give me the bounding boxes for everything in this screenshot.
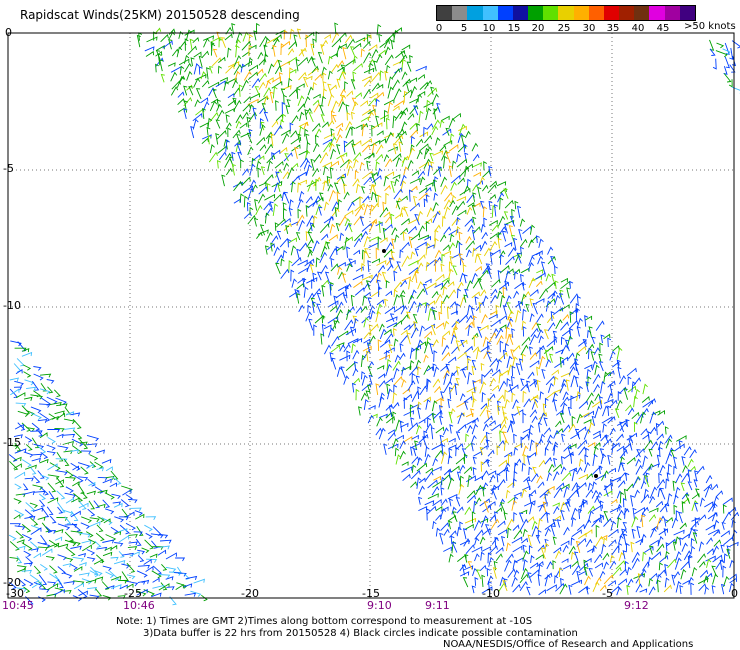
- legend-label: 40: [631, 23, 645, 34]
- legend-swatch: [603, 6, 620, 20]
- main-swath: [136, 22, 740, 596]
- lon-tick-label: -5: [602, 587, 613, 600]
- corner-lon-label: -30: [6, 587, 24, 600]
- legend-unit: >50 knots: [684, 21, 736, 32]
- speed-legend: 0 5 10 15 20 25 30 35 40 45: [436, 5, 696, 35]
- legend-swatch: [543, 6, 559, 20]
- legend-swatch: [619, 6, 635, 20]
- lat-tick-label: -15: [3, 436, 21, 449]
- legend-label: 15: [507, 23, 521, 34]
- graticule: [8, 33, 734, 598]
- legend-label: 10: [482, 23, 496, 34]
- lat-tick-label: -10: [3, 299, 21, 312]
- legend-label: 35: [606, 23, 620, 34]
- legend-swatch: [452, 6, 468, 20]
- legend-swatch: [649, 6, 665, 20]
- legend-label: 0: [435, 23, 443, 34]
- legend-swatch: [497, 6, 513, 20]
- west-swath: [8, 340, 208, 606]
- legend-swatch: [558, 6, 574, 20]
- lon-tick-label: -25: [124, 587, 142, 600]
- time-label: 9:11: [425, 599, 450, 612]
- credit-line: NOAA/NESDIS/Office of Research and Appli…: [443, 639, 694, 650]
- note-line-2: 3)Data buffer is 22 hrs from 20150528 4)…: [143, 628, 578, 639]
- legend-label: 45: [656, 23, 670, 34]
- corner-lat-label: -20: [3, 576, 21, 589]
- legend-label: 5: [460, 23, 468, 34]
- contamination-markers: [382, 249, 598, 478]
- legend-label: 25: [557, 23, 571, 34]
- legend-swatch: [512, 6, 529, 20]
- note-line-1: Note: 1) Times are GMT 2)Times along bot…: [116, 616, 533, 627]
- map-title: Rapidscat Winds(25KM) 20150528 descendin…: [20, 8, 300, 22]
- lon-tick-label: -20: [241, 587, 259, 600]
- legend-label: 20: [531, 23, 545, 34]
- lon-tick-label: -10: [482, 587, 500, 600]
- legend-labels: 0 5 10 15 20 25 30 35 40 45: [436, 21, 696, 35]
- lon-tick-label: -15: [362, 587, 380, 600]
- map-frame: [7, 32, 735, 599]
- legend-label: 30: [582, 23, 596, 34]
- legend-swatch: [528, 6, 544, 20]
- legend-swatch: [679, 6, 695, 20]
- legend-swatch: [437, 6, 453, 20]
- west-swath: [709, 39, 740, 94]
- lat-tick-label: 0: [5, 26, 12, 39]
- contamination-circle: [382, 249, 386, 253]
- lon-tick-label: 0: [731, 587, 738, 600]
- legend-swatch: [467, 6, 483, 20]
- legend-swatch: [588, 6, 604, 20]
- lat-tick-label: -5: [3, 162, 14, 175]
- time-label: 10:46: [123, 599, 155, 612]
- legend-swatch: [664, 6, 680, 20]
- legend-swatch: [634, 6, 650, 20]
- time-label: 9:10: [367, 599, 392, 612]
- contamination-circle: [594, 474, 598, 478]
- time-label: 10:45: [2, 599, 34, 612]
- legend-swatch: [482, 6, 498, 20]
- legend-swatch: [573, 6, 589, 20]
- time-label: 9:12: [624, 599, 649, 612]
- legend-color-bar: [436, 5, 696, 21]
- wind-barbs-layer: [8, 22, 740, 606]
